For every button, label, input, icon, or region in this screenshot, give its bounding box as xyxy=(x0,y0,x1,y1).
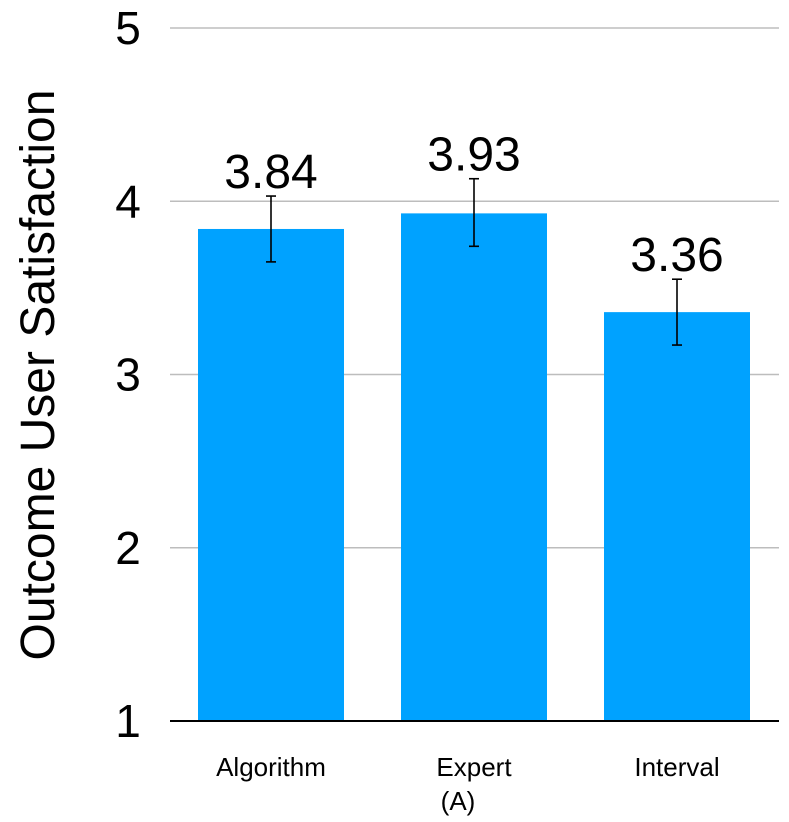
x-category-label-3: Interval xyxy=(634,752,719,782)
bar-2 xyxy=(401,213,547,721)
x-category-labels: Algorithm Expert (A) Interval xyxy=(216,752,720,816)
data-labels: 3.84 3.93 3.36 xyxy=(224,129,723,282)
bars xyxy=(198,213,750,721)
y-tick-label-3: 3 xyxy=(115,349,141,401)
error-bar-3 xyxy=(672,278,682,346)
error-bar-1 xyxy=(266,195,276,263)
y-tick-label-4: 4 xyxy=(115,175,141,227)
bar-3 xyxy=(604,312,750,721)
data-label-3: 3.36 xyxy=(630,229,723,282)
y-tick-labels: 1 2 3 4 5 xyxy=(115,2,141,747)
error-bar-2 xyxy=(469,177,479,248)
y-tick-label-5: 5 xyxy=(115,2,141,54)
x-category-label-1: Algorithm xyxy=(216,752,326,782)
y-tick-label-2: 2 xyxy=(115,522,141,574)
error-bars xyxy=(266,177,682,346)
y-axis-title: Outcome User Satisfaction xyxy=(12,90,65,661)
data-label-2: 3.93 xyxy=(427,129,520,182)
y-tick-label-1: 1 xyxy=(115,695,141,747)
data-label-1: 3.84 xyxy=(224,146,317,199)
bar-1 xyxy=(198,228,344,721)
x-category-label-2: Expert (A) xyxy=(436,752,512,816)
